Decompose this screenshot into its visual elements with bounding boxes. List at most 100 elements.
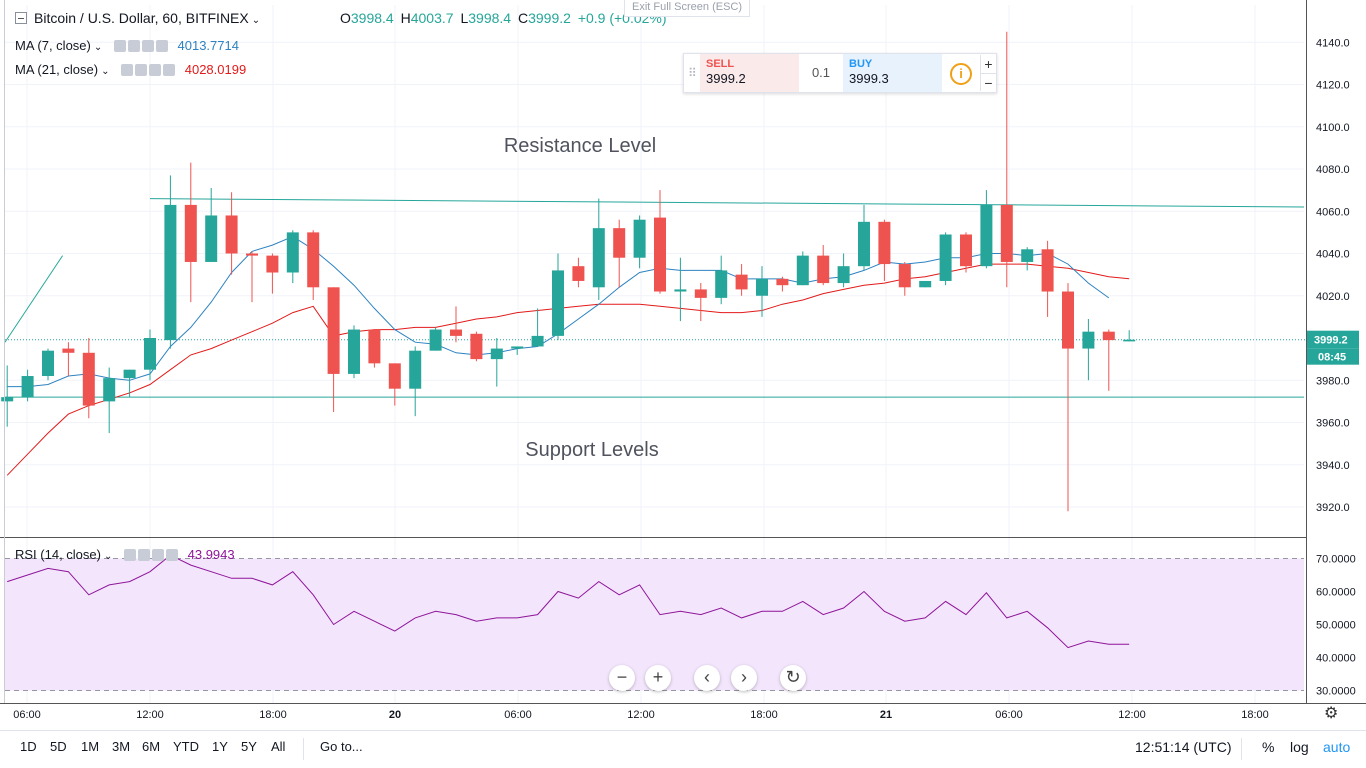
o-label: O [340, 10, 351, 26]
ma7-value: 4013.7714 [177, 38, 239, 53]
percent-toggle[interactable]: % [1262, 739, 1275, 755]
auto-toggle[interactable]: auto [1323, 739, 1351, 755]
x-tick-label: 06:00 [504, 709, 532, 721]
rsi-label: RSI (14, close) [15, 547, 101, 562]
y-tick-label: 4020.0 [1316, 291, 1350, 303]
exit-fullscreen-button[interactable]: Exit Full Screen (ESC) [624, 0, 750, 17]
x-tick-label: 12:00 [136, 709, 164, 721]
ma21-label: MA (21, close) [15, 62, 99, 77]
range-1y[interactable]: 1Y [212, 739, 228, 754]
bottom-toolbar: 1D 5D 1M 3M 6M YTD 1Y 5Y All Go to... 12… [0, 730, 1366, 768]
increase-button[interactable]: + [980, 55, 996, 73]
candle-body [694, 289, 707, 298]
x-tick-label: 18:00 [259, 709, 287, 721]
countdown-tag [1307, 348, 1359, 365]
resistance-annotation: Resistance Level [504, 135, 656, 157]
buy-button[interactable]: BUY 3999.3 [843, 54, 942, 92]
drag-handle-icon[interactable]: ⠿ [688, 66, 697, 80]
quantity-value[interactable]: 0.1 [811, 65, 831, 80]
y-tick-label: 4040.0 [1316, 249, 1350, 261]
symbol-label: Bitcoin / U.S. Dollar, 60, BITFINEX [34, 10, 249, 26]
gear-icon[interactable] [138, 549, 150, 561]
ma7-label: MA (7, close) [15, 38, 91, 53]
candle-body [82, 352, 95, 406]
sell-button[interactable]: SELL 3999.2 [700, 54, 799, 92]
close-icon[interactable] [166, 549, 178, 561]
current-price-label: 3999.2 [1314, 335, 1348, 347]
candle-body [674, 289, 687, 292]
x-tick-label: 18:00 [1241, 709, 1269, 721]
goto-date-button[interactable]: Go to... [320, 739, 363, 754]
candle-body [42, 350, 54, 377]
gear-icon[interactable] [127, 40, 140, 52]
settings-gear-icon[interactable]: ⚙ [1324, 705, 1339, 722]
gear-icon[interactable] [135, 64, 148, 76]
chevron-down-icon: ⌄ [101, 66, 110, 77]
candle-body [1123, 339, 1136, 342]
range-5d[interactable]: 5D [50, 739, 67, 754]
range-1m[interactable]: 1M [81, 739, 100, 754]
rsi-line [7, 554, 1130, 649]
trade-widget: ⠿ SELL 3999.2 0.1 BUY 3999.3 i + − [683, 53, 997, 93]
range-ytd[interactable]: YTD [173, 739, 199, 754]
candle-body [817, 255, 830, 284]
candle-body [613, 228, 626, 258]
ma7-legend[interactable]: MA (7, close) ⌄ 4013.7714 [15, 38, 239, 53]
decrease-button[interactable]: − [980, 73, 996, 91]
eye-icon[interactable] [124, 549, 136, 561]
plus-icon[interactable] [149, 64, 162, 76]
reset-chart-button[interactable]: ↻ [780, 665, 806, 691]
candles [1, 31, 1136, 512]
x-tick-label: 06:00 [995, 709, 1023, 721]
chevron-down-icon: ⌄ [103, 551, 113, 562]
symbol-title[interactable]: Bitcoin / U.S. Dollar, 60, BITFINEX ⌄ [34, 10, 260, 26]
price-chart[interactable]: Resistance Level Support Levels 06:00 12:0… [0, 0, 1366, 730]
buy-price: 3999.3 [849, 71, 889, 86]
candle-body [62, 348, 75, 353]
close-icon[interactable] [155, 40, 168, 52]
y-tick-label: 3940.0 [1316, 460, 1350, 472]
rsi-value: 43.9943 [187, 547, 235, 562]
zoom-out-button[interactable]: − [609, 665, 635, 691]
collapse-icon[interactable] [15, 12, 27, 24]
candle-body [898, 264, 911, 288]
buy-label: BUY [849, 58, 873, 70]
zoom-in-button[interactable]: + [645, 665, 671, 691]
range-5y[interactable]: 5Y [241, 739, 257, 754]
x-tick-label: 18:00 [750, 709, 778, 721]
log-toggle[interactable]: log [1290, 739, 1309, 755]
info-icon[interactable]: i [950, 63, 972, 85]
eye-icon[interactable] [121, 64, 134, 76]
candle-body [633, 219, 646, 258]
candle-body [1000, 204, 1013, 262]
x-tick-label: 21 [880, 709, 892, 721]
candle-body [796, 255, 809, 286]
candle-body [388, 363, 401, 389]
divider [1241, 738, 1242, 760]
candle-body [490, 348, 503, 360]
scroll-right-button[interactable]: › [731, 665, 757, 691]
candle-body [205, 215, 218, 262]
candle-body [592, 228, 605, 288]
close-icon[interactable] [163, 64, 176, 76]
y-tick-label: 4060.0 [1316, 206, 1350, 218]
scroll-left-button[interactable]: ‹ [694, 665, 720, 691]
rsi-legend[interactable]: RSI (14, close) ⌄ 43.9943 [15, 547, 235, 562]
ma21-legend[interactable]: MA (21, close) ⌄ 4028.0199 [15, 62, 246, 77]
eye-icon[interactable] [113, 40, 126, 52]
plus-icon[interactable] [152, 549, 164, 561]
range-all[interactable]: All [271, 739, 286, 754]
l-label: L [460, 10, 469, 26]
range-3m[interactable]: 3M [112, 739, 131, 754]
candle-body [511, 346, 524, 349]
candle-body [715, 270, 728, 298]
rsi-tick-label: 30.0000 [1316, 686, 1356, 698]
plus-icon[interactable] [141, 40, 154, 52]
drawing-lines: Resistance Level Support Levels [4, 135, 1306, 461]
candle-body [1, 397, 14, 402]
range-6m[interactable]: 6M [142, 739, 161, 754]
clock[interactable]: 12:51:14 (UTC) [1135, 739, 1232, 755]
range-1d[interactable]: 1D [20, 739, 37, 754]
y-tick-label: 4140.0 [1316, 37, 1350, 49]
